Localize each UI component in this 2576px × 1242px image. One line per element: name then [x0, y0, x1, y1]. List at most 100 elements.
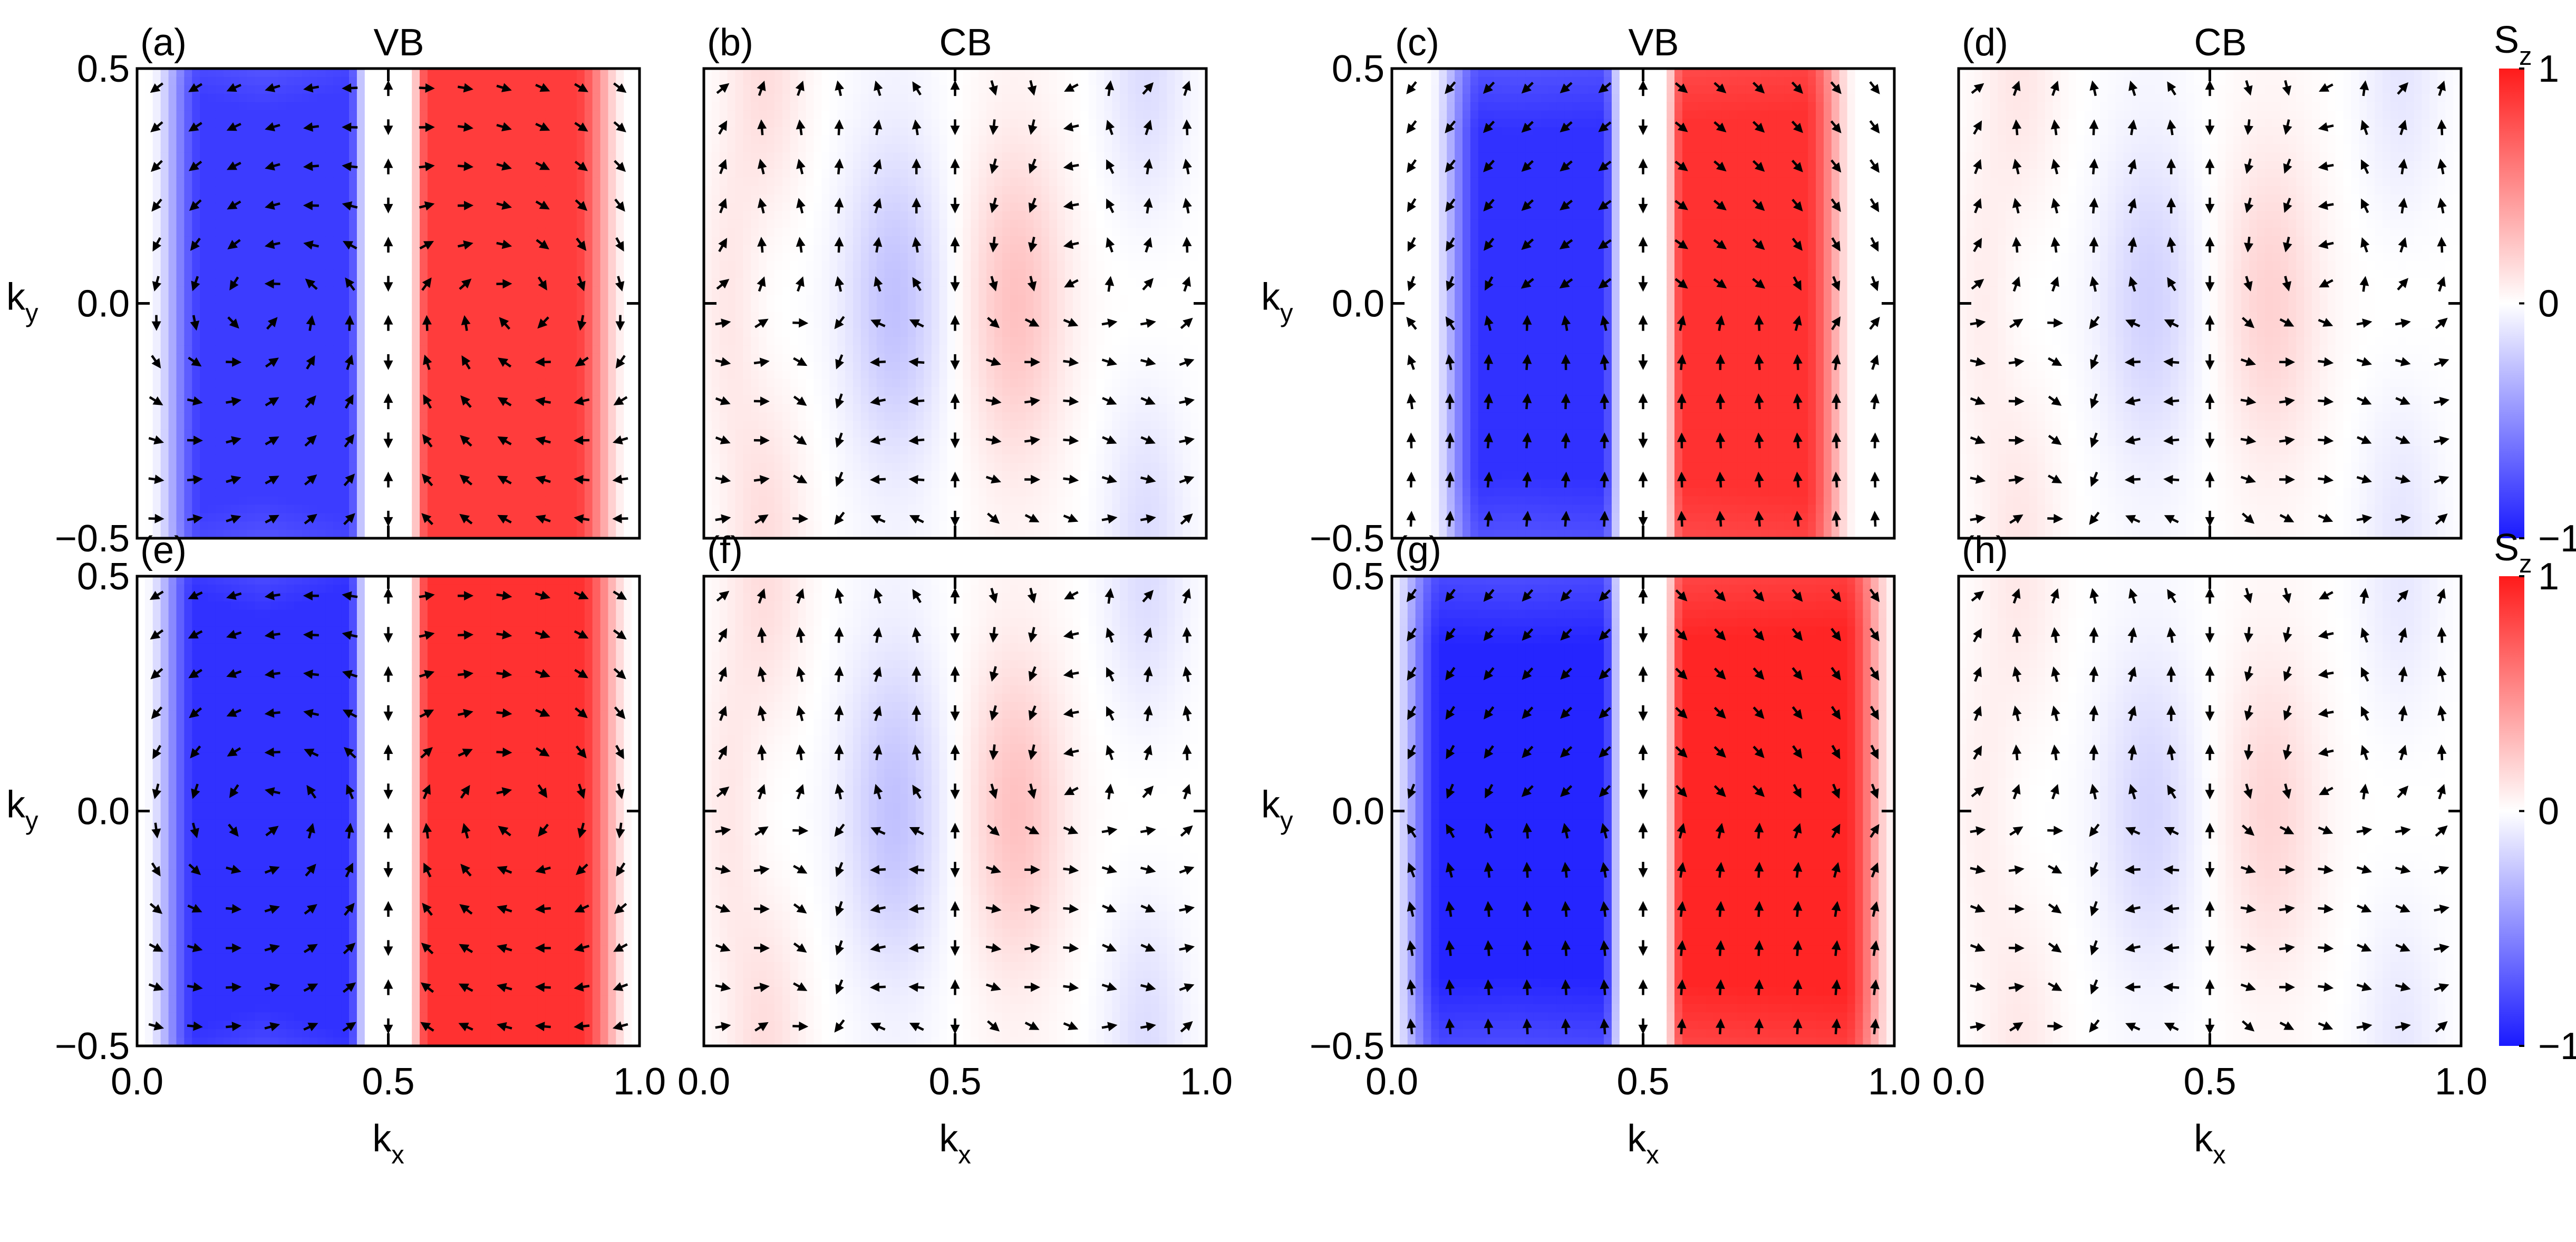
heatmap-cell — [498, 253, 507, 262]
heatmap-cell — [616, 370, 625, 380]
heatmap-cell — [553, 504, 561, 514]
heatmap-cell — [506, 504, 515, 514]
heatmap-cell — [412, 513, 420, 522]
heatmap-cell — [467, 312, 476, 321]
heatmap-cell — [176, 438, 185, 447]
heatmap-cell — [545, 404, 554, 413]
heatmap-cell — [286, 127, 295, 137]
heatmap-cell — [584, 454, 593, 463]
heatmap-cell — [278, 269, 287, 279]
spin-arrow-head — [226, 122, 237, 131]
heatmap-cell — [404, 219, 412, 229]
heatmap-cell — [420, 303, 428, 313]
heatmap-cell — [278, 177, 287, 187]
heatmap-cell — [482, 429, 491, 438]
heatmap-cell — [200, 102, 208, 111]
heatmap-cell — [160, 69, 169, 77]
heatmap-cell — [711, 303, 720, 313]
heatmap-cell — [751, 462, 760, 472]
heatmap-cell — [561, 328, 569, 337]
heatmap-cell — [208, 337, 216, 346]
heatmap-cell — [412, 379, 420, 388]
spin-arrow-head — [303, 200, 313, 210]
heatmap-cell — [743, 479, 752, 489]
heatmap-cell — [821, 312, 830, 321]
heatmap-cell — [247, 412, 256, 422]
heatmap-cell — [160, 245, 169, 254]
heatmap-cell — [333, 496, 342, 506]
heatmap-cell — [584, 445, 593, 455]
heatmap-cell — [632, 85, 640, 94]
heatmap-cell — [231, 496, 240, 506]
heatmap-cell — [176, 370, 185, 380]
heatmap-cell — [529, 76, 538, 86]
heatmap-cell — [514, 412, 522, 422]
heatmap-cell — [568, 69, 577, 77]
spin-arrow-head — [305, 278, 316, 289]
heatmap-cell — [790, 312, 799, 321]
heatmap-cell — [302, 379, 311, 388]
heatmap-cell — [380, 119, 389, 128]
heatmap-cell — [294, 471, 303, 480]
heatmap-cell — [837, 253, 846, 262]
heatmap-cell — [333, 269, 342, 279]
heatmap-cell — [711, 119, 720, 128]
heatmap-cell — [845, 412, 854, 422]
heatmap-cell — [735, 471, 744, 480]
heatmap-cell — [341, 69, 350, 77]
heatmap-cell — [767, 102, 775, 111]
heatmap-cell — [584, 438, 593, 447]
spin-arrow-head — [423, 394, 432, 405]
spin-arrow-head — [383, 203, 393, 214]
heatmap-cell — [751, 127, 760, 137]
heatmap-cell — [806, 102, 815, 111]
heatmap-cell — [759, 404, 767, 413]
heatmap-cell — [537, 337, 546, 346]
heatmap-cell — [364, 269, 373, 279]
heatmap-cell — [474, 85, 483, 94]
heatmap-cell — [498, 429, 507, 438]
heatmap-cell — [427, 211, 436, 220]
heatmap-cell — [790, 76, 799, 86]
heatmap-cell — [364, 370, 373, 380]
heatmap-cell — [325, 261, 334, 270]
spin-arrow-head — [497, 436, 508, 445]
spin-arrow-head — [613, 396, 624, 405]
heatmap-cell — [160, 85, 169, 94]
heatmap-cell — [782, 278, 791, 287]
heatmap-cell — [759, 312, 767, 321]
heatmap-cell — [482, 337, 491, 346]
heatmap-cell — [435, 253, 444, 262]
heatmap-cell — [152, 328, 161, 337]
heatmap-cell — [349, 177, 357, 187]
heatmap-cell — [490, 135, 499, 144]
heatmap-cell — [592, 479, 601, 489]
heatmap-cell — [239, 421, 248, 430]
heatmap-cell — [482, 513, 491, 522]
heatmap-cell — [215, 345, 224, 354]
heatmap-cell — [474, 169, 483, 178]
heatmap-cell — [200, 278, 208, 287]
heatmap-cell — [317, 445, 326, 455]
heatmap-cell — [200, 161, 208, 170]
heatmap-cell — [806, 471, 815, 480]
heatmap-cell — [735, 521, 744, 530]
heatmap-cell — [482, 261, 491, 270]
heatmap-cell — [349, 295, 357, 304]
heatmap-cell — [490, 445, 499, 455]
heatmap-cell — [521, 445, 530, 455]
heatmap-cell — [380, 421, 389, 430]
heatmap-cell — [845, 395, 854, 405]
heatmap-cell — [325, 228, 334, 237]
heatmap-cell — [767, 236, 775, 245]
heatmap-cell — [506, 445, 515, 455]
heatmap-cell — [576, 211, 585, 220]
spin-arrow-head — [575, 357, 586, 367]
heatmap-cell — [482, 211, 491, 220]
heatmap-cell — [719, 69, 728, 77]
heatmap-cell — [459, 110, 468, 120]
heatmap-cell — [380, 521, 389, 530]
heatmap-cell — [451, 438, 460, 447]
heatmap-cell — [364, 513, 373, 522]
heatmap-cell — [704, 169, 712, 178]
